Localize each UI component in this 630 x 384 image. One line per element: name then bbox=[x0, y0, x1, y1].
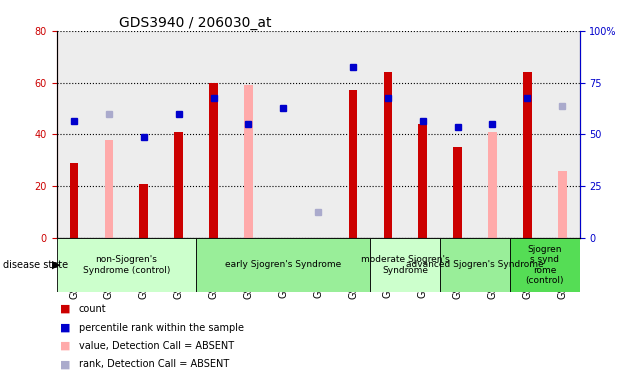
Bar bbox=[523, 72, 532, 238]
Text: Sjogren
s synd
rome
(control): Sjogren s synd rome (control) bbox=[525, 245, 564, 285]
Bar bbox=[105, 139, 113, 238]
Text: percentile rank within the sample: percentile rank within the sample bbox=[79, 323, 244, 333]
Bar bbox=[301, 31, 336, 238]
Bar bbox=[209, 83, 218, 238]
Text: ■: ■ bbox=[60, 304, 71, 314]
Bar bbox=[175, 132, 183, 238]
Text: ■: ■ bbox=[60, 359, 71, 369]
Text: advanced Sjogren's Syndrome: advanced Sjogren's Syndrome bbox=[406, 260, 544, 270]
FancyBboxPatch shape bbox=[440, 238, 510, 292]
Text: disease state: disease state bbox=[3, 260, 68, 270]
FancyBboxPatch shape bbox=[57, 238, 196, 292]
Text: non-Sjogren's
Syndrome (control): non-Sjogren's Syndrome (control) bbox=[83, 255, 170, 275]
Bar bbox=[161, 31, 196, 238]
Bar bbox=[231, 31, 266, 238]
FancyBboxPatch shape bbox=[510, 238, 580, 292]
Bar bbox=[510, 31, 545, 238]
Bar bbox=[384, 72, 392, 238]
Bar bbox=[91, 31, 127, 238]
Text: rank, Detection Call = ABSENT: rank, Detection Call = ABSENT bbox=[79, 359, 229, 369]
Bar bbox=[266, 31, 301, 238]
Text: count: count bbox=[79, 304, 106, 314]
Bar bbox=[475, 31, 510, 238]
Bar bbox=[370, 31, 405, 238]
Bar bbox=[127, 31, 161, 238]
FancyBboxPatch shape bbox=[196, 238, 370, 292]
Bar bbox=[57, 31, 91, 238]
Bar bbox=[70, 163, 79, 238]
Text: GDS3940 / 206030_at: GDS3940 / 206030_at bbox=[120, 16, 272, 30]
Text: ■: ■ bbox=[60, 341, 71, 351]
Bar bbox=[453, 147, 462, 238]
Text: value, Detection Call = ABSENT: value, Detection Call = ABSENT bbox=[79, 341, 234, 351]
Bar bbox=[405, 31, 440, 238]
Bar bbox=[139, 184, 148, 238]
Text: ▶: ▶ bbox=[52, 260, 60, 270]
Bar bbox=[440, 31, 475, 238]
Bar bbox=[418, 124, 427, 238]
Bar bbox=[336, 31, 370, 238]
Bar bbox=[558, 170, 566, 238]
Bar bbox=[348, 90, 357, 238]
Text: moderate Sjogren's
Syndrome: moderate Sjogren's Syndrome bbox=[361, 255, 450, 275]
Bar bbox=[545, 31, 580, 238]
FancyBboxPatch shape bbox=[370, 238, 440, 292]
Text: early Sjogren's Syndrome: early Sjogren's Syndrome bbox=[225, 260, 341, 270]
Bar bbox=[488, 132, 497, 238]
Text: ■: ■ bbox=[60, 323, 71, 333]
Bar bbox=[196, 31, 231, 238]
Bar bbox=[244, 85, 253, 238]
